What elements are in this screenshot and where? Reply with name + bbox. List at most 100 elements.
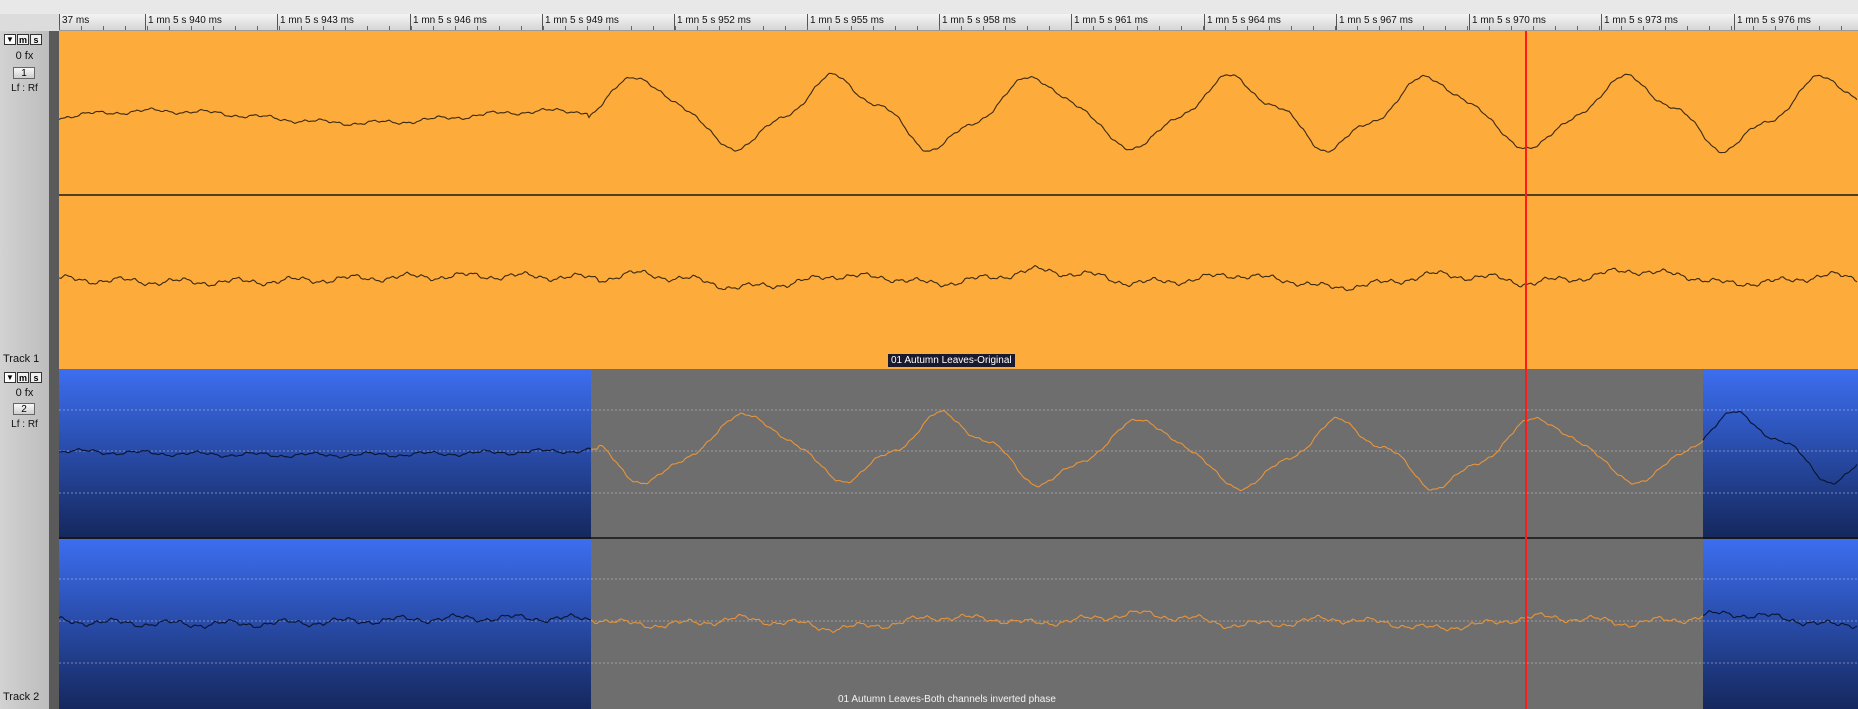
ruler-minor-tick: [1181, 26, 1182, 30]
ruler-minor-tick: [675, 26, 676, 30]
ruler-tick-text: 37 ms: [62, 15, 90, 26]
track-2-side-strip: [49, 369, 59, 709]
track-1-number-button[interactable]: 1: [13, 67, 35, 79]
ruler-minor-tick: [257, 26, 258, 30]
track-2-buttons: ▼ m s: [4, 372, 42, 383]
ruler-tick-label: 1 mn 5 s 940 ms: [145, 14, 222, 30]
ruler-minor-tick: [1731, 26, 1732, 30]
track-2-fx-count[interactable]: 0 fx: [15, 387, 34, 399]
ruler-minor-tick: [213, 26, 214, 30]
ruler-minor-tick: [939, 26, 940, 30]
ruler-minor-tick: [345, 26, 346, 30]
collapse-triangle-icon[interactable]: ▼: [4, 372, 16, 383]
track-2-clip-label[interactable]: 01 Autumn Leaves-Both channels inverted …: [838, 694, 1056, 705]
ruler-minor-tick: [411, 26, 412, 30]
ruler-minor-tick: [147, 26, 148, 30]
ruler-minor-tick: [279, 26, 280, 30]
mute-button[interactable]: m: [17, 34, 29, 45]
ruler-tick-label: 1 mn 5 s 946 ms: [410, 14, 487, 30]
ruler-minor-tick: [631, 26, 632, 30]
mute-button[interactable]: m: [17, 372, 29, 383]
window-top-bar: [0, 0, 1858, 14]
ruler-tick-text: 1 mn 5 s 943 ms: [280, 15, 354, 26]
ruler-tick-text: 1 mn 5 s 952 ms: [677, 15, 751, 26]
ruler-minor-tick: [587, 26, 588, 30]
ruler-minor-tick: [1555, 26, 1556, 30]
track-1-name[interactable]: Track 1: [3, 353, 40, 365]
track-1-clip-label[interactable]: 01 Autumn Leaves-Original: [888, 354, 1015, 367]
ruler-minor-tick: [125, 26, 126, 30]
collapse-triangle-icon[interactable]: ▼: [4, 34, 16, 45]
ruler-minor-tick: [323, 26, 324, 30]
track-2-waveform: [59, 369, 1858, 709]
ruler-minor-tick: [1621, 26, 1622, 30]
ruler-minor-tick: [697, 26, 698, 30]
ruler-minor-tick: [103, 26, 104, 30]
ruler-tick-label: 1 mn 5 s 943 ms: [277, 14, 354, 30]
ruler-tick-label: 1 mn 5 s 952 ms: [674, 14, 751, 30]
track-1-clip[interactable]: 01 Autumn Leaves-Original: [59, 31, 1858, 369]
ruler-minor-tick: [1357, 26, 1358, 30]
track-2-clip[interactable]: 01 Autumn Leaves-Both channels inverted …: [59, 369, 1858, 709]
ruler-minor-tick: [1753, 26, 1754, 30]
ruler-tick-label: 1 mn 5 s 973 ms: [1601, 14, 1678, 30]
ruler-tick-text: 1 mn 5 s 958 ms: [942, 15, 1016, 26]
track-1-fx-count[interactable]: 0 fx: [15, 50, 34, 62]
solo-button[interactable]: s: [30, 372, 42, 383]
track-1-pan[interactable]: Lf : Rf: [11, 83, 38, 94]
track-1-buttons: ▼ m s: [4, 34, 42, 45]
ruler-minor-tick: [983, 26, 984, 30]
ruler-minor-tick: [1533, 26, 1534, 30]
track-2-header[interactable]: ▼ m s 0 fx 2 Lf : Rf Track 2: [0, 369, 50, 709]
ruler-minor-tick: [719, 26, 720, 30]
track-2-pan[interactable]: Lf : Rf: [11, 419, 38, 430]
track-2-number-button[interactable]: 2: [13, 403, 35, 415]
ruler-minor-tick: [895, 26, 896, 30]
track-2-name[interactable]: Track 2: [3, 691, 40, 703]
ruler-minor-tick: [1819, 26, 1820, 30]
ruler-minor-tick: [1335, 26, 1336, 30]
ruler-minor-tick: [1247, 26, 1248, 30]
ruler-minor-tick: [455, 26, 456, 30]
ruler-minor-tick: [1687, 26, 1688, 30]
ruler-minor-tick: [1049, 26, 1050, 30]
ruler-tick-text: 1 mn 5 s 967 ms: [1339, 15, 1413, 26]
solo-button[interactable]: s: [30, 34, 42, 45]
ruler-minor-tick: [521, 26, 522, 30]
ruler-minor-tick: [1225, 26, 1226, 30]
ruler-minor-tick: [1313, 26, 1314, 30]
ruler-minor-tick: [1093, 26, 1094, 30]
ruler-minor-tick: [191, 26, 192, 30]
track-1-header[interactable]: ▼ m s 0 fx 1 Lf : Rf Track 1: [0, 31, 50, 369]
ruler-minor-tick: [1445, 26, 1446, 30]
ruler-tick-label: 1 mn 5 s 970 ms: [1469, 14, 1546, 30]
ruler-tick-text: 1 mn 5 s 964 ms: [1207, 15, 1281, 26]
ruler-minor-tick: [1423, 26, 1424, 30]
ruler-tick-text: 1 mn 5 s 973 ms: [1604, 15, 1678, 26]
time-ruler[interactable]: 37 ms 1 mn 5 s 940 ms 1 mn 5 s 943 ms 1 mn …: [59, 14, 1858, 31]
ruler-tick-label: 1 mn 5 s 976 ms: [1734, 14, 1811, 30]
ruler-minor-tick: [961, 26, 962, 30]
ruler-minor-tick: [1137, 26, 1138, 30]
ruler-tick-text: 1 mn 5 s 955 ms: [810, 15, 884, 26]
track-1-waveform: [59, 31, 1858, 369]
ruler-minor-tick: [389, 26, 390, 30]
ruler-minor-tick: [1203, 26, 1204, 30]
ruler-tick-text: 1 mn 5 s 970 ms: [1472, 15, 1546, 26]
ruler-minor-tick: [1071, 26, 1072, 30]
ruler-minor-tick: [1643, 26, 1644, 30]
playhead-cursor[interactable]: [1525, 31, 1527, 709]
ruler-minor-tick: [851, 26, 852, 30]
ruler-minor-tick: [433, 26, 434, 30]
ruler-minor-tick: [367, 26, 368, 30]
ruler-minor-tick: [543, 26, 544, 30]
ruler-tick-text: 1 mn 5 s 946 ms: [413, 15, 487, 26]
ruler-tick-text: 1 mn 5 s 949 ms: [545, 15, 619, 26]
ruler-tick-label: 1 mn 5 s 964 ms: [1204, 14, 1281, 30]
ruler-minor-tick: [81, 26, 82, 30]
ruler-tick-label: 1 mn 5 s 958 ms: [939, 14, 1016, 30]
ruler-minor-tick: [1027, 26, 1028, 30]
ruler-minor-tick: [1401, 26, 1402, 30]
ruler-minor-tick: [873, 26, 874, 30]
ruler-corner: [0, 14, 59, 32]
